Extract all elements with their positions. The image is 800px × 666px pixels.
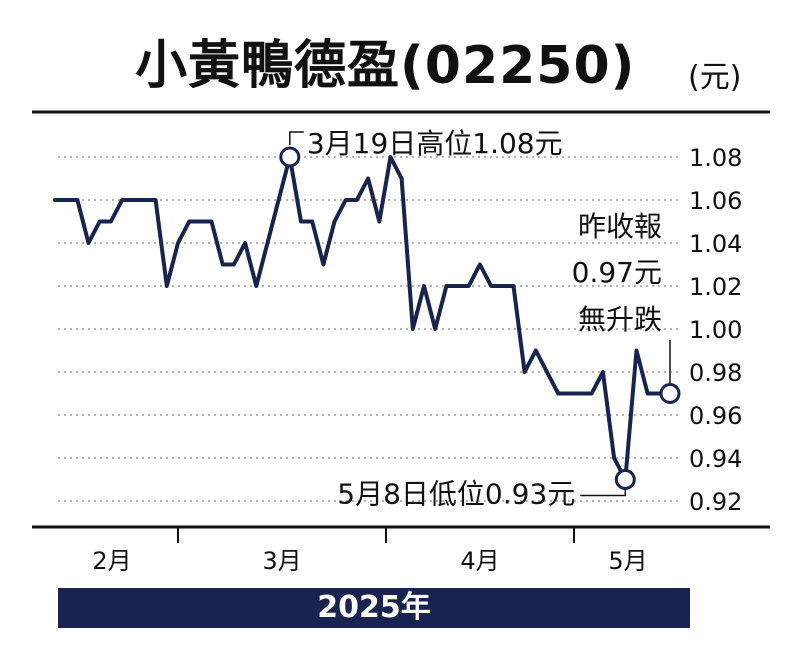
y-tick-label: 1.06 [689, 187, 742, 215]
price-line [53, 155, 672, 482]
y-tick-label: 1.04 [689, 230, 742, 258]
unit-label: (元) [688, 60, 742, 95]
y-tick-label: 0.96 [689, 402, 742, 430]
close-annotation-line: 昨收報 [578, 210, 662, 243]
close-marker [659, 383, 681, 404]
x-tick-label: 5月 [608, 547, 647, 575]
y-tick-label: 1.00 [689, 316, 742, 344]
close-annotation-line: 無升跌 [578, 303, 662, 336]
chart-title: 小黃鴨德盈(02250) [135, 36, 636, 96]
high-marker [279, 146, 301, 168]
y-tick-label: 0.98 [689, 359, 742, 387]
high-annotation: 3月19日高位1.08元 [307, 127, 563, 160]
x-tick-label: 4月 [460, 547, 499, 575]
y-axis-ticks: 1.08 1.06 1.04 1.02 1.00 0.98 0.96 0.94 0.92 [689, 144, 742, 516]
x-tick-label: 2月 [92, 547, 131, 575]
year-label: 2025年 [58, 588, 690, 628]
low-annotation: 5月8日低位0.93元 [337, 478, 575, 511]
x-axis: 2月 3月 4月 5月 [92, 527, 648, 575]
y-tick-label: 1.08 [689, 144, 742, 172]
high-leader-line [289, 131, 304, 145]
y-tick-label: 0.92 [689, 488, 742, 516]
gridlines [58, 156, 678, 502]
y-tick-label: 1.02 [689, 273, 742, 301]
y-tick-label: 0.94 [689, 445, 742, 473]
low-leader-line [580, 488, 627, 497]
low-marker [614, 469, 636, 490]
close-annotation-line: 0.97元 [572, 256, 662, 289]
x-tick-label: 3月 [262, 547, 301, 575]
